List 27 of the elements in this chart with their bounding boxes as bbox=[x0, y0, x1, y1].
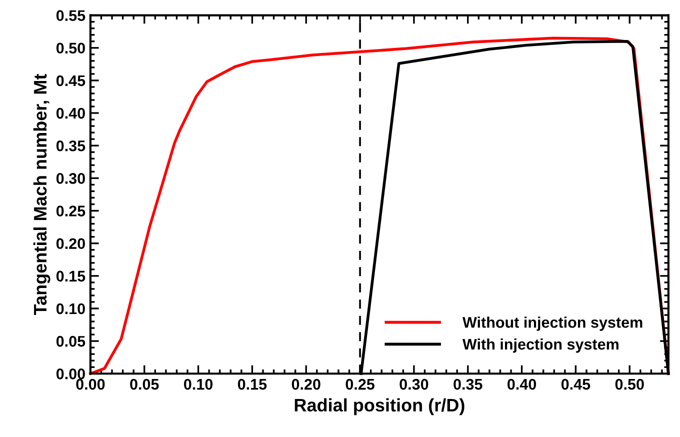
y-tick-label: 0.20 bbox=[56, 238, 85, 250]
x-tick-label: 0.00 bbox=[76, 378, 105, 390]
y-tick-label: 0.25 bbox=[56, 206, 86, 216]
y-tick-label: 0.35 bbox=[56, 140, 86, 152]
y-tick-label: 0.10 bbox=[56, 303, 85, 314]
legend-label: With injection system bbox=[462, 338, 618, 353]
x-tick-label: 0.15 bbox=[238, 378, 267, 390]
y-tick-label: 0.15 bbox=[56, 270, 86, 282]
x-tick-label: 0.25 bbox=[346, 378, 374, 390]
y-axis-title: Tangential Mach number, Mt bbox=[33, 74, 50, 315]
x-axis-title: Radial position (r/D) bbox=[294, 398, 464, 416]
x-tick-label: 0.40 bbox=[508, 378, 536, 390]
x-tick-label: 0.20 bbox=[292, 378, 320, 390]
x-tick-label: 0.50 bbox=[615, 378, 644, 390]
y-tick-label: 0.00 bbox=[56, 368, 85, 380]
x-tick-label: 0.35 bbox=[454, 378, 482, 390]
y-tick-label: 0.55 bbox=[56, 10, 86, 21]
y-tick-label: 0.30 bbox=[56, 173, 85, 184]
x-tick-label: 0.05 bbox=[130, 378, 159, 390]
y-tick-label: 0.40 bbox=[56, 108, 85, 119]
x-tick-label: 0.10 bbox=[184, 378, 213, 390]
x-tick-label: 0.30 bbox=[400, 378, 428, 390]
y-tick-label: 0.05 bbox=[56, 336, 86, 347]
legend-label: Without injection system bbox=[462, 316, 642, 331]
x-tick-label: 0.45 bbox=[561, 378, 590, 390]
y-tick-label: 0.45 bbox=[56, 75, 86, 86]
y-tick-label: 0.50 bbox=[56, 42, 85, 54]
